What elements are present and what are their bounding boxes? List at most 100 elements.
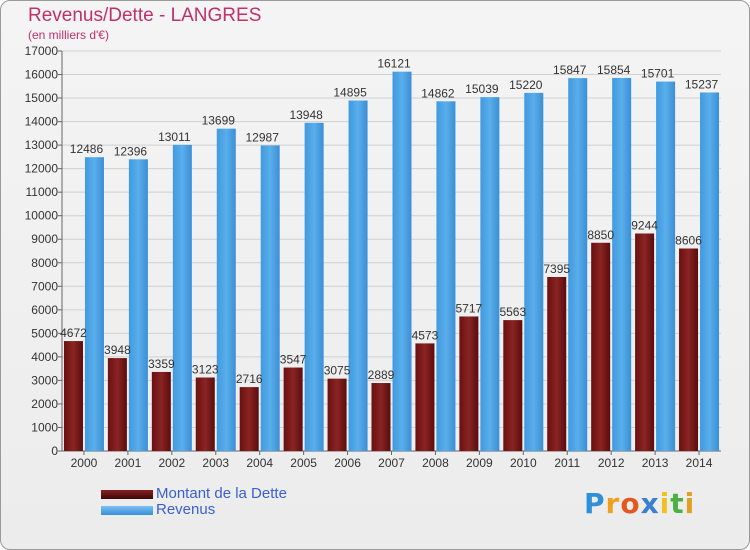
logo-letter: t: [670, 487, 685, 520]
logo-letter: i: [659, 487, 671, 520]
data-label-debt: 3075: [324, 364, 351, 378]
legend-swatch-revenue: [101, 506, 153, 515]
bar-debt: [283, 367, 303, 451]
y-tick-label: 6000: [31, 303, 58, 317]
x-tick-label: 2003: [202, 456, 229, 470]
bar-revenue: [436, 101, 456, 452]
data-label-debt: 2889: [368, 368, 395, 382]
data-label-revenue: 12987: [246, 130, 280, 144]
bar-revenue: [260, 145, 280, 451]
y-tick-label: 16000: [25, 68, 59, 82]
bar-revenue: [656, 81, 676, 452]
y-tick-label: 11000: [26, 185, 59, 199]
bar-debt: [327, 378, 347, 451]
bar-revenue: [524, 92, 544, 451]
data-label-debt: 8606: [675, 234, 702, 248]
data-label-debt: 5563: [499, 305, 526, 319]
logo-letter: P: [584, 487, 606, 520]
x-tick-label: 2014: [686, 456, 713, 470]
data-label-revenue: 12396: [114, 144, 148, 158]
proxiti-logo: Proxiti: [584, 487, 695, 520]
bar-debt: [239, 387, 259, 451]
data-label-revenue: 13699: [202, 114, 236, 128]
bar-debt: [151, 371, 171, 451]
bar-revenue: [172, 144, 192, 451]
y-tick-label: 9000: [31, 232, 58, 246]
bar-debt: [107, 358, 127, 451]
y-tick-label: 13000: [25, 138, 59, 152]
legend-swatch-debt: [101, 490, 153, 499]
y-tick-label: 12000: [25, 162, 59, 176]
bar-revenue: [304, 122, 324, 451]
x-tick-label: 2009: [466, 456, 493, 470]
bar-revenue: [568, 78, 588, 452]
data-label-revenue: 16121: [377, 57, 411, 71]
bar-debt: [635, 233, 655, 451]
data-label-revenue: 13948: [289, 108, 323, 122]
bar-revenue: [700, 92, 720, 451]
bar-debt: [591, 242, 611, 451]
data-label-debt: 4573: [412, 328, 439, 342]
y-tick-label: 17000: [25, 44, 59, 58]
data-label-revenue: 13011: [158, 130, 191, 144]
data-label-debt: 8850: [587, 228, 614, 242]
x-tick-label: 2008: [422, 456, 449, 470]
y-tick-label: 4000: [31, 350, 58, 364]
bar-debt: [415, 343, 435, 451]
data-label-revenue: 14862: [421, 86, 455, 100]
y-tick-label: 14000: [25, 115, 59, 129]
bar-debt: [459, 316, 479, 451]
x-tick-label: 2012: [598, 456, 625, 470]
y-tick-label: 1000: [31, 420, 58, 434]
y-tick-label: 8000: [31, 256, 58, 270]
bar-revenue: [348, 100, 368, 451]
legend-label-revenue: Revenus: [156, 501, 216, 518]
x-tick-label: 2004: [246, 456, 273, 470]
x-tick-label: 2010: [510, 456, 537, 470]
bar-debt: [63, 341, 83, 451]
data-label-revenue: 14895: [333, 86, 367, 100]
data-label-debt: 5717: [456, 301, 483, 315]
bar-revenue: [612, 77, 632, 451]
y-tick-label: 2000: [31, 397, 58, 411]
y-tick-label: 3000: [31, 373, 58, 387]
legend-label-debt: Montant de la Dette: [156, 485, 287, 502]
y-tick-label: 7000: [31, 279, 58, 293]
logo-letter: o: [620, 487, 641, 520]
data-label-revenue: 15701: [641, 67, 675, 81]
y-tick-label: 0: [51, 444, 58, 458]
bar-debt: [679, 248, 699, 451]
bar-debt: [195, 377, 215, 451]
bar-debt: [547, 277, 567, 451]
x-tick-label: 2005: [290, 456, 317, 470]
data-label-debt: 3948: [104, 343, 131, 357]
x-tick-label: 2006: [334, 456, 361, 470]
data-label-revenue: 15220: [509, 78, 543, 92]
x-tick-label: 2002: [158, 456, 185, 470]
x-tick-label: 2001: [115, 456, 142, 470]
bar-debt: [371, 383, 391, 451]
logo-letter: x: [640, 487, 660, 520]
x-tick-label: 2011: [554, 456, 580, 470]
x-tick-label: 2000: [71, 456, 98, 470]
x-tick-label: 2007: [378, 456, 405, 470]
bar-revenue: [216, 128, 236, 451]
data-label-debt: 4672: [60, 326, 87, 340]
chart-subtitle: (en milliers d'€): [28, 28, 109, 42]
bar-debt: [503, 320, 523, 451]
data-label-debt: 3359: [148, 357, 175, 371]
data-label-revenue: 15039: [465, 82, 499, 96]
y-tick-label: 5000: [31, 326, 58, 340]
data-label-revenue: 15847: [553, 63, 587, 77]
data-label-debt: 2716: [236, 372, 263, 386]
bar-revenue: [128, 159, 148, 451]
data-label-revenue: 15237: [685, 77, 719, 91]
y-tick-label: 10000: [25, 209, 59, 223]
data-label-debt: 3123: [192, 363, 219, 377]
y-tick-label: 15000: [25, 91, 59, 105]
data-label-debt: 9244: [631, 218, 658, 232]
chart-title: Revenus/Dette - LANGRES: [28, 5, 262, 26]
bar-revenue: [84, 157, 104, 451]
data-label-revenue: 15854: [597, 63, 631, 77]
